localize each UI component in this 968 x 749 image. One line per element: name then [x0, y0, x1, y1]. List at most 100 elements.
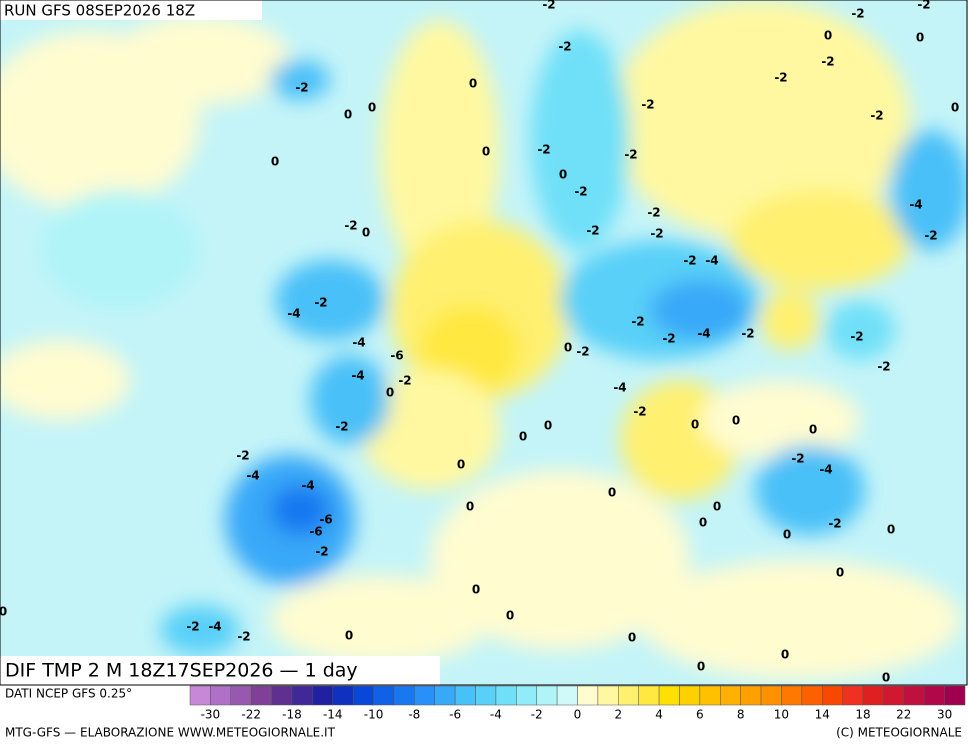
colorbar-swatch — [740, 685, 762, 706]
contour-label: -2 — [641, 98, 654, 112]
source: DATI NCEP GFS 0.25° — [5, 687, 132, 701]
contour-label: 0 — [362, 226, 370, 240]
contour-label: -2 — [576, 345, 589, 359]
contour-label: -4 — [697, 327, 710, 341]
credit-left: MTG-GFS — ELABORAZIONE WWW.METEOGIORNALE… — [5, 726, 336, 740]
contour-label: 0 — [882, 671, 890, 685]
contour-label: 0 — [783, 528, 791, 542]
contour-label: -2 — [683, 254, 696, 268]
colorbar-label: 0 — [574, 708, 582, 722]
contour-label: -2 — [850, 330, 863, 344]
contour-label: -2 — [828, 517, 841, 531]
colorbar-swatch — [801, 685, 823, 706]
contour-label: -2 — [851, 7, 864, 21]
contour-label: -4 — [287, 307, 300, 321]
credit-right: (C) METEOGIORNALE — [836, 726, 962, 740]
colorbar-label: 14 — [815, 708, 830, 722]
colorbar-label: 6 — [696, 708, 704, 722]
contour-label: 0 — [608, 486, 616, 500]
map-fields — [0, 0, 968, 680]
colorbar-swatch — [434, 685, 456, 706]
colorbar-swatch — [883, 685, 905, 706]
colorbar-swatch — [658, 685, 680, 706]
colorbar-swatch — [230, 685, 252, 706]
contour-label: 0 — [344, 108, 352, 122]
contour-label: 0 — [916, 31, 924, 45]
contour-label: 0 — [887, 523, 895, 537]
contour-label: 0 — [713, 500, 721, 514]
contour-label: -2 — [586, 224, 599, 238]
contour-label: -2 — [924, 229, 937, 243]
contour-label: -2 — [542, 0, 555, 12]
colorbar-swatch — [577, 685, 599, 706]
caption-box — [0, 656, 440, 685]
contour-label: 0 — [732, 414, 740, 428]
contour-label: 0 — [271, 155, 279, 169]
colorbar-label: 8 — [737, 708, 745, 722]
contour-label: 0 — [564, 341, 572, 355]
contour-label: 0 — [781, 648, 789, 662]
contour-label: -2 — [662, 332, 675, 346]
colorbar-swatch — [638, 685, 660, 706]
contour-labels: -2 -2 -2 0 0 -2 -2 -2 0 -2 0 0 -2 -2 0 0 -2 -2 0 0 -2 -2 -4 -2 0… — [0, 0, 959, 685]
colorbar-swatch — [944, 685, 966, 706]
colorbar-label: 30 — [937, 708, 952, 722]
contour-label: 0 — [386, 386, 394, 400]
contour-label: -2 — [650, 227, 663, 241]
colorbar-swatch — [618, 685, 639, 706]
contour-label: 0 — [466, 500, 474, 514]
colorbar-swatch — [862, 685, 884, 706]
contour-label: 0 — [824, 29, 832, 43]
contour-label: 0 — [506, 609, 514, 623]
colorbar-swatch — [414, 685, 435, 706]
contour-label: -2 — [774, 71, 787, 85]
colorbar-swatch — [475, 685, 497, 706]
contour-label: -2 — [647, 206, 660, 220]
colorbar-label: -8 — [408, 708, 420, 722]
map-frame — [0, 0, 968, 686]
colorbar-swatch — [903, 685, 925, 706]
header-box — [0, 0, 262, 20]
colorbar-swatch — [332, 685, 354, 706]
run-title: RUN GFS 08SEP2026 18Z — [4, 2, 195, 20]
contour-label: -2 — [624, 148, 637, 162]
colorbar-label: 10 — [774, 708, 789, 722]
colorbar-swatch — [679, 685, 701, 706]
colorbar-swatch — [781, 685, 803, 706]
contour-label: -2 — [877, 360, 890, 374]
contour-label: -4 — [909, 198, 922, 212]
colorbar-swatch — [536, 685, 558, 706]
contour-label: -2 — [821, 55, 834, 69]
colorbar-label: 2 — [614, 708, 622, 722]
colorbar-swatch — [720, 685, 741, 706]
contour-label: -2 — [295, 81, 308, 95]
contour-label: -4 — [352, 336, 365, 350]
contour-label: 0 — [457, 458, 465, 472]
contour-label: -2 — [314, 296, 327, 310]
contour-label: -2 — [870, 109, 883, 123]
contour-label: 0 — [951, 101, 959, 115]
contour-label: 0 — [697, 660, 705, 674]
colorbar-swatch — [454, 685, 476, 706]
map: -2 -2 -2 0 0 -2 -2 -2 0 -2 0 0 -2 -2 0 0 -2 -2 0 0 -2 -2 -4 -2 0… — [0, 0, 968, 685]
contour-label: -2 — [741, 327, 754, 341]
caption: DIF TMP 2 M 18Z17SEP2026 — 1 day — [5, 660, 358, 682]
contour-label: -2 — [237, 630, 250, 644]
contour-label: 0 — [809, 423, 817, 437]
contour-label: 0 — [345, 629, 353, 643]
contour-label: -4 — [613, 381, 626, 395]
colorbar-swatch — [760, 685, 782, 706]
contour-label: 0 — [472, 583, 480, 597]
colorbar-swatch — [821, 685, 843, 706]
colorbar-swatch — [291, 685, 313, 706]
contour-label: -2 — [917, 0, 930, 12]
contour-label: -2 — [558, 40, 571, 54]
contour-label: -2 — [791, 452, 804, 466]
colorbar-label: -22 — [241, 708, 261, 722]
colorbar-swatch — [699, 685, 721, 706]
contour-label: -4 — [351, 369, 364, 383]
contour-label: -6 — [309, 525, 322, 539]
colorbar-swatch — [373, 685, 395, 706]
contour-label: -2 — [335, 420, 348, 434]
contour-label: -2 — [344, 219, 357, 233]
